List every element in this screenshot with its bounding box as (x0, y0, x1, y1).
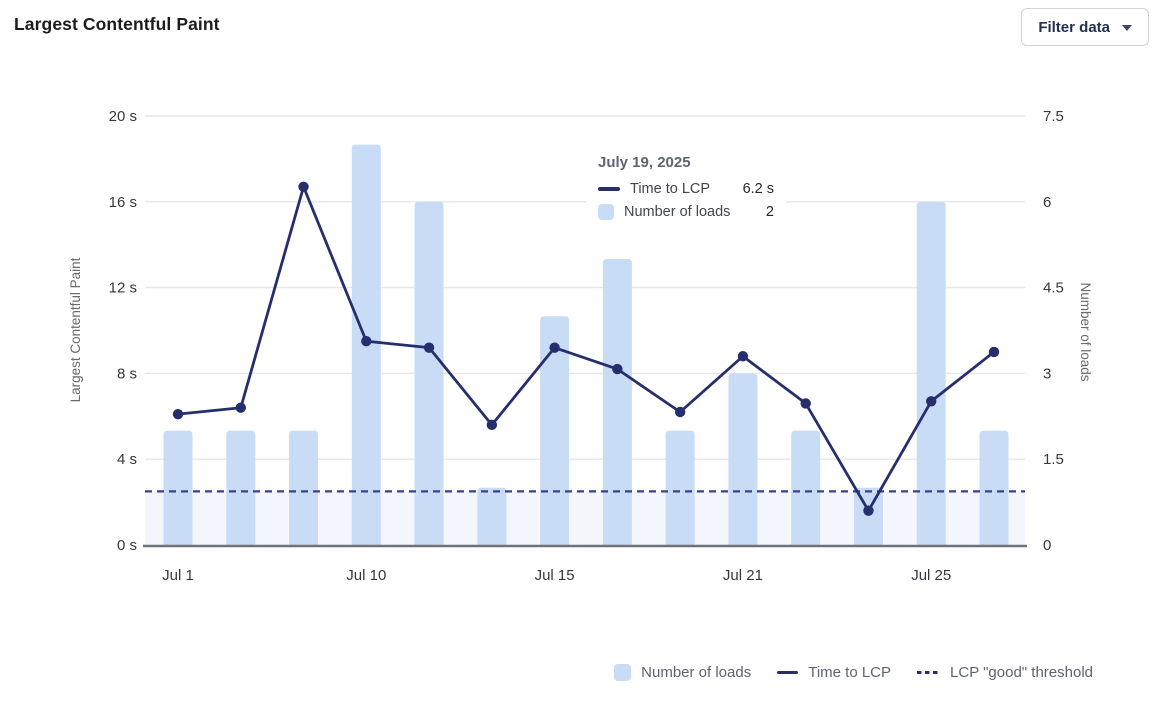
left-axis-tick: 0 s (117, 537, 137, 554)
loads-bar[interactable] (226, 430, 256, 545)
lcp-chart[interactable]: 0 s 0 4 s 1.5 8 s 3 12 s 4.5 16 s 6 20 s 7.5 Jul 1 Ju… (0, 0, 1157, 640)
lcp-point[interactable] (486, 419, 498, 431)
line-swatch-icon (598, 187, 620, 191)
loads-bar[interactable] (728, 373, 758, 545)
filter-data-button[interactable]: Filter data (1021, 8, 1149, 46)
legend-item-lcp-good-threshold[interactable]: LCP "good" threshold (917, 664, 1093, 681)
loads-bar[interactable] (602, 259, 632, 545)
legend-label: LCP "good" threshold (950, 664, 1093, 681)
loads-bar[interactable] (916, 201, 946, 546)
tooltip-series-value: 2 (765, 204, 774, 220)
right-axis-tick: 1.5 (1043, 451, 1064, 468)
loads-bar[interactable] (791, 430, 821, 545)
lcp-point[interactable] (172, 408, 184, 420)
threshold-band (145, 491, 1025, 545)
loads-bar[interactable] (477, 487, 507, 545)
dashed-line-swatch-icon (917, 670, 941, 675)
right-axis-tick: 6 (1043, 194, 1051, 211)
left-axis-tick: 4 s (117, 451, 137, 468)
line-swatch-icon (777, 670, 799, 675)
lcp-point[interactable] (988, 346, 1000, 358)
tooltip-series-label: Number of loads (624, 204, 731, 220)
chart-legend: Number of loads Time to LCP LCP "good" t… (614, 664, 1093, 681)
bar-swatch-icon (598, 204, 614, 220)
lcp-point[interactable] (298, 181, 309, 192)
left-axis-tick: 12 s (109, 280, 137, 297)
lcp-point[interactable] (863, 505, 874, 516)
x-axis-tick: Jul 1 (162, 567, 194, 584)
lcp-point[interactable] (549, 342, 560, 353)
right-axis-tick: 0 (1043, 537, 1051, 554)
tooltip-series-row: Time to LCP 6.2 s (598, 181, 782, 197)
x-axis-tick: Jul 10 (346, 567, 386, 584)
legend-item-number-of-loads[interactable]: Number of loads (614, 664, 751, 681)
loads-bar[interactable] (289, 430, 319, 545)
chart-tooltip: July 19, 2025 Time to LCP 6.2 s Number o… (586, 147, 786, 228)
loads-bar[interactable] (853, 487, 883, 545)
left-axis-tick: 16 s (109, 194, 137, 211)
x-axis-tick: Jul 25 (911, 567, 951, 584)
lcp-point[interactable] (423, 342, 435, 353)
loads-bar[interactable] (665, 430, 695, 545)
x-axis-tick: Jul 21 (723, 567, 763, 584)
filter-data-label: Filter data (1038, 18, 1110, 36)
left-axis-tick: 20 s (109, 108, 137, 125)
loads-bar[interactable] (163, 430, 193, 545)
lcp-point[interactable] (674, 406, 686, 418)
lcp-point[interactable] (737, 351, 749, 362)
loads-bar[interactable] (414, 201, 444, 546)
legend-item-time-to-lcp[interactable]: Time to LCP (777, 664, 891, 681)
loads-bar[interactable] (540, 316, 570, 545)
chevron-down-icon (1122, 25, 1132, 31)
left-axis-tick: 8 s (117, 365, 137, 382)
tooltip-series-label: Time to LCP (630, 181, 711, 197)
right-axis-title: Number of loads (1078, 282, 1093, 381)
right-axis-tick: 4.5 (1043, 280, 1064, 297)
tooltip-series-value: 6.2 s (742, 181, 774, 197)
lcp-point[interactable] (612, 363, 623, 375)
lcp-point[interactable] (800, 398, 811, 409)
left-axis-title: Largest Contentful Paint (68, 257, 83, 402)
loads-bar[interactable] (979, 430, 1009, 545)
x-axis-tick: Jul 15 (535, 567, 575, 584)
right-axis-tick: 3 (1043, 365, 1051, 382)
lcp-point[interactable] (235, 402, 246, 413)
legend-label: Number of loads (641, 664, 752, 681)
page-title: Largest Contentful Paint (14, 14, 220, 34)
lcp-line (177, 185, 995, 513)
legend-label: Time to LCP (808, 664, 892, 681)
tooltip-date: July 19, 2025 (598, 154, 691, 171)
lcp-point[interactable] (361, 336, 372, 347)
bar-swatch-icon (614, 664, 632, 681)
right-axis-tick: 7.5 (1043, 108, 1064, 125)
lcp-point[interactable] (926, 396, 937, 407)
tooltip-series-row: Number of loads 2 (598, 204, 782, 220)
